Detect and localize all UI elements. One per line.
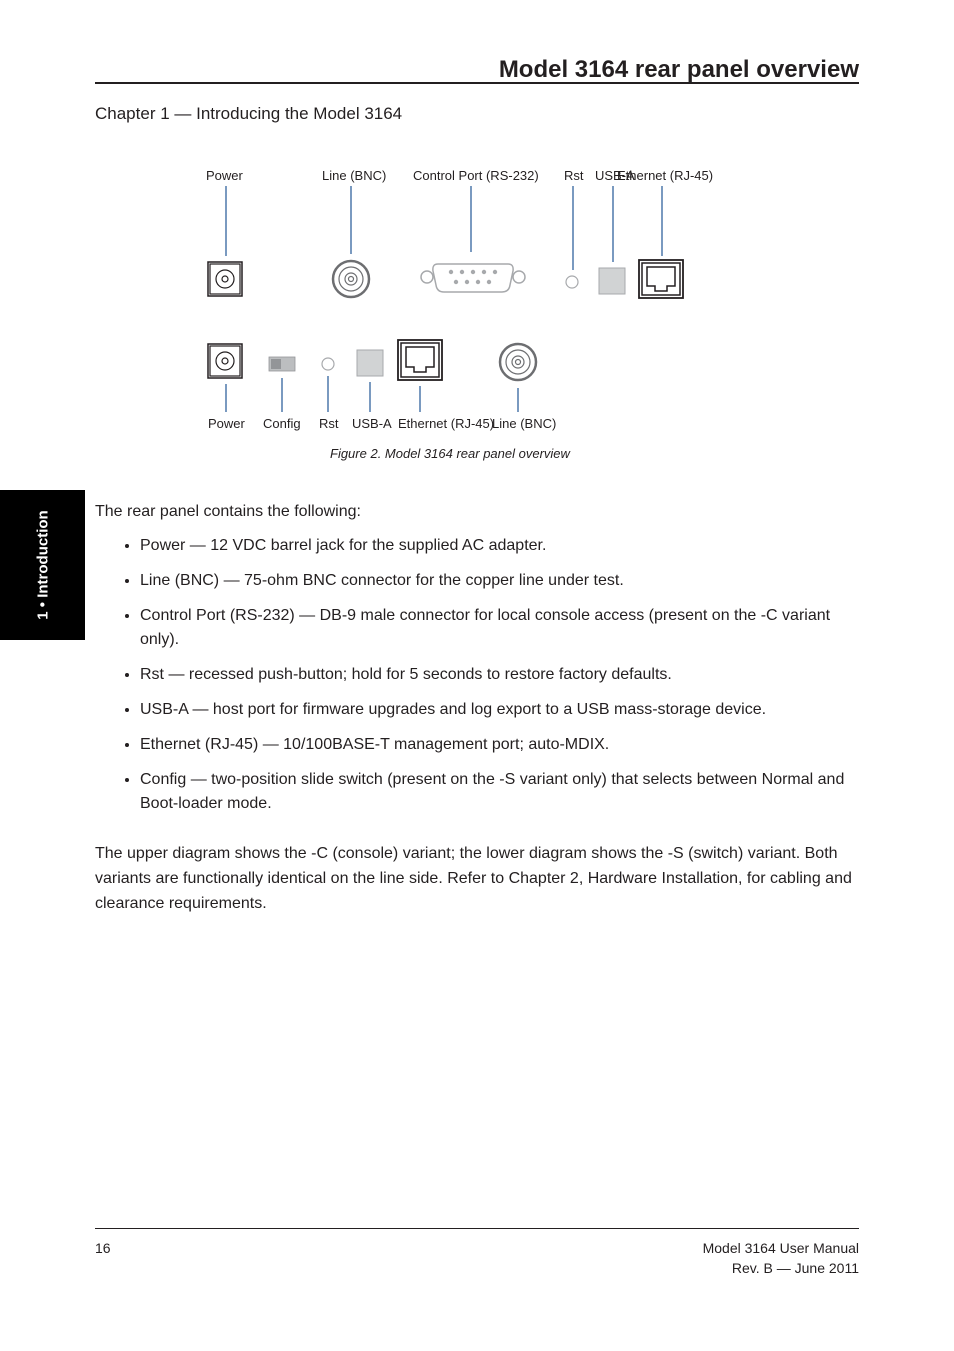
list-item: USB-A — host port for firmware upgrades … — [140, 698, 860, 723]
power-jack-icon — [206, 260, 244, 298]
leader-line-top — [350, 186, 352, 254]
leader-power-bot — [225, 384, 227, 412]
label-config-bot: Config — [263, 416, 301, 431]
label-power-top: Power — [206, 168, 243, 183]
leader-eth-top — [661, 186, 663, 256]
footer-date: Rev. B — June 2011 — [732, 1260, 859, 1276]
header-rule — [95, 82, 859, 84]
list-item: Config — two-position slide switch (pres… — [140, 768, 860, 818]
label-rst-bot: Rst — [319, 416, 339, 431]
leader-rst-top — [572, 186, 574, 270]
bnc-icon — [329, 257, 373, 301]
footer-page-number: 16 — [95, 1240, 111, 1256]
label-rst-top: Rst — [564, 168, 584, 183]
list-item: Line (BNC) — 75-ohm BNC connector for th… — [140, 569, 860, 594]
leader-usb-top — [612, 186, 614, 262]
footer-rule — [95, 1228, 859, 1229]
usb-a-icon — [355, 348, 385, 378]
page-title: Model 3164 rear panel overview — [499, 56, 859, 84]
bnc-icon — [496, 340, 540, 384]
footer-doc-title: Model 3164 User Manual — [703, 1240, 859, 1256]
usb-a-icon — [597, 266, 627, 296]
side-tab-label: 1 • Introduction — [34, 510, 51, 619]
label-eth-top: Ethernet (RJ-45) — [617, 168, 737, 183]
leader-eth-bot — [419, 386, 421, 412]
leader-control-top — [470, 186, 472, 252]
list-item: Ethernet (RJ-45) — 10/100BASE-T manageme… — [140, 733, 860, 758]
label-usb-bot: USB-A — [352, 416, 392, 431]
label-line-top: Line (BNC) — [322, 168, 386, 183]
leader-power-top — [225, 186, 227, 256]
body-para2: The upper diagram shows the -C (console)… — [95, 842, 859, 916]
figure-caption: Figure 2. Model 3164 rear panel overview — [330, 446, 570, 461]
body-intro: The rear panel contains the following: — [95, 500, 859, 525]
leader-usb-bot — [369, 382, 371, 412]
power-jack-icon — [206, 342, 244, 380]
side-tab: 1 • Introduction — [0, 490, 85, 640]
rj45-icon — [637, 258, 685, 300]
list-item: Power — 12 VDC barrel jack for the suppl… — [140, 534, 860, 559]
label-power-bot: Power — [208, 416, 245, 431]
leader-line-bot — [517, 388, 519, 412]
config-switch-icon — [268, 356, 296, 374]
rj45-icon — [396, 338, 444, 382]
feature-list: Power — 12 VDC barrel jack for the suppl… — [120, 534, 860, 827]
label-control-top: Control Port (RS-232) — [413, 168, 539, 183]
leader-rst-bot — [327, 376, 329, 412]
label-line-bot: Line (BNC) — [492, 416, 556, 431]
header-section-label: Chapter 1 — Introducing the Model 3164 — [95, 104, 402, 124]
reset-hole-icon — [320, 356, 336, 372]
list-item: Control Port (RS-232) — DB-9 male connec… — [140, 604, 860, 654]
leader-config-bot — [281, 378, 283, 412]
db9-icon — [418, 258, 528, 296]
list-item: Rst — recessed push-button; hold for 5 s… — [140, 663, 860, 688]
reset-hole-icon — [564, 274, 580, 290]
